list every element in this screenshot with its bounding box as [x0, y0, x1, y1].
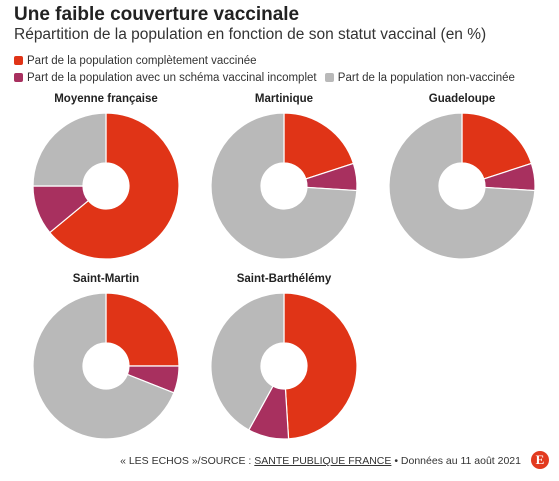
source-date: • Données au 11 août 2021: [391, 455, 521, 467]
legend-swatch-unvaccinated: [324, 73, 334, 82]
legend-item-unvaccinated: Part de la population non-vaccinée: [324, 70, 515, 87]
les-echos-logo: E: [531, 451, 549, 469]
donut-title: Moyenne française: [54, 93, 158, 105]
chart-subtitle: Répartition de la population en fonction…: [14, 26, 487, 43]
slice-vaccinated: [48, 112, 180, 260]
slice-unvaccinated: [32, 112, 107, 187]
slice-vaccinated: [283, 112, 355, 180]
donut-chart-3: Guadeloupe: [388, 93, 536, 260]
legend-item-incomplete: Part de la population avec un schéma vac…: [14, 70, 317, 87]
donut-title: Guadeloupe: [429, 93, 495, 105]
source-prefix: « LES ECHOS »/SOURCE :: [120, 455, 255, 467]
legend-label-incomplete: Part de la population avec un schéma vac…: [27, 72, 317, 84]
donut-chart-4: Saint-Martin: [32, 273, 180, 440]
slice-unvaccinated: [388, 112, 536, 260]
legend-item-vaccinated: Part de la population complètement vacci…: [14, 53, 257, 70]
legend-swatch-vaccinated: [14, 56, 23, 65]
donut-title: Martinique: [255, 93, 313, 105]
legend-label-vaccinated: Part de la population complètement vacci…: [27, 55, 257, 67]
source-note: « LES ECHOS »/SOURCE : SANTE PUBLIQUE FR…: [120, 455, 521, 467]
donut-chart-5: Saint-Barthélémy: [210, 273, 358, 440]
slice-unvaccinated: [210, 292, 285, 431]
donut-chart-2: Martinique: [210, 93, 358, 260]
source-organization-link[interactable]: SANTE PUBLIQUE FRANCE: [254, 455, 392, 467]
legend: Part de la population complètement vacci…: [14, 53, 544, 87]
slice-vaccinated: [461, 112, 533, 180]
donut-title: Saint-Martin: [73, 273, 139, 285]
slice-unvaccinated: [210, 112, 358, 260]
donut-chart-1: Moyenne française: [32, 93, 180, 260]
legend-swatch-incomplete: [14, 73, 23, 82]
donut-title: Saint-Barthélémy: [237, 273, 332, 285]
chart-title: Une faible couverture vaccinale: [14, 4, 300, 25]
legend-label-unvaccinated: Part de la population non-vaccinée: [337, 72, 515, 84]
slice-vaccinated: [283, 292, 358, 440]
slice-unvaccinated: [32, 292, 175, 440]
slice-vaccinated: [105, 292, 180, 367]
